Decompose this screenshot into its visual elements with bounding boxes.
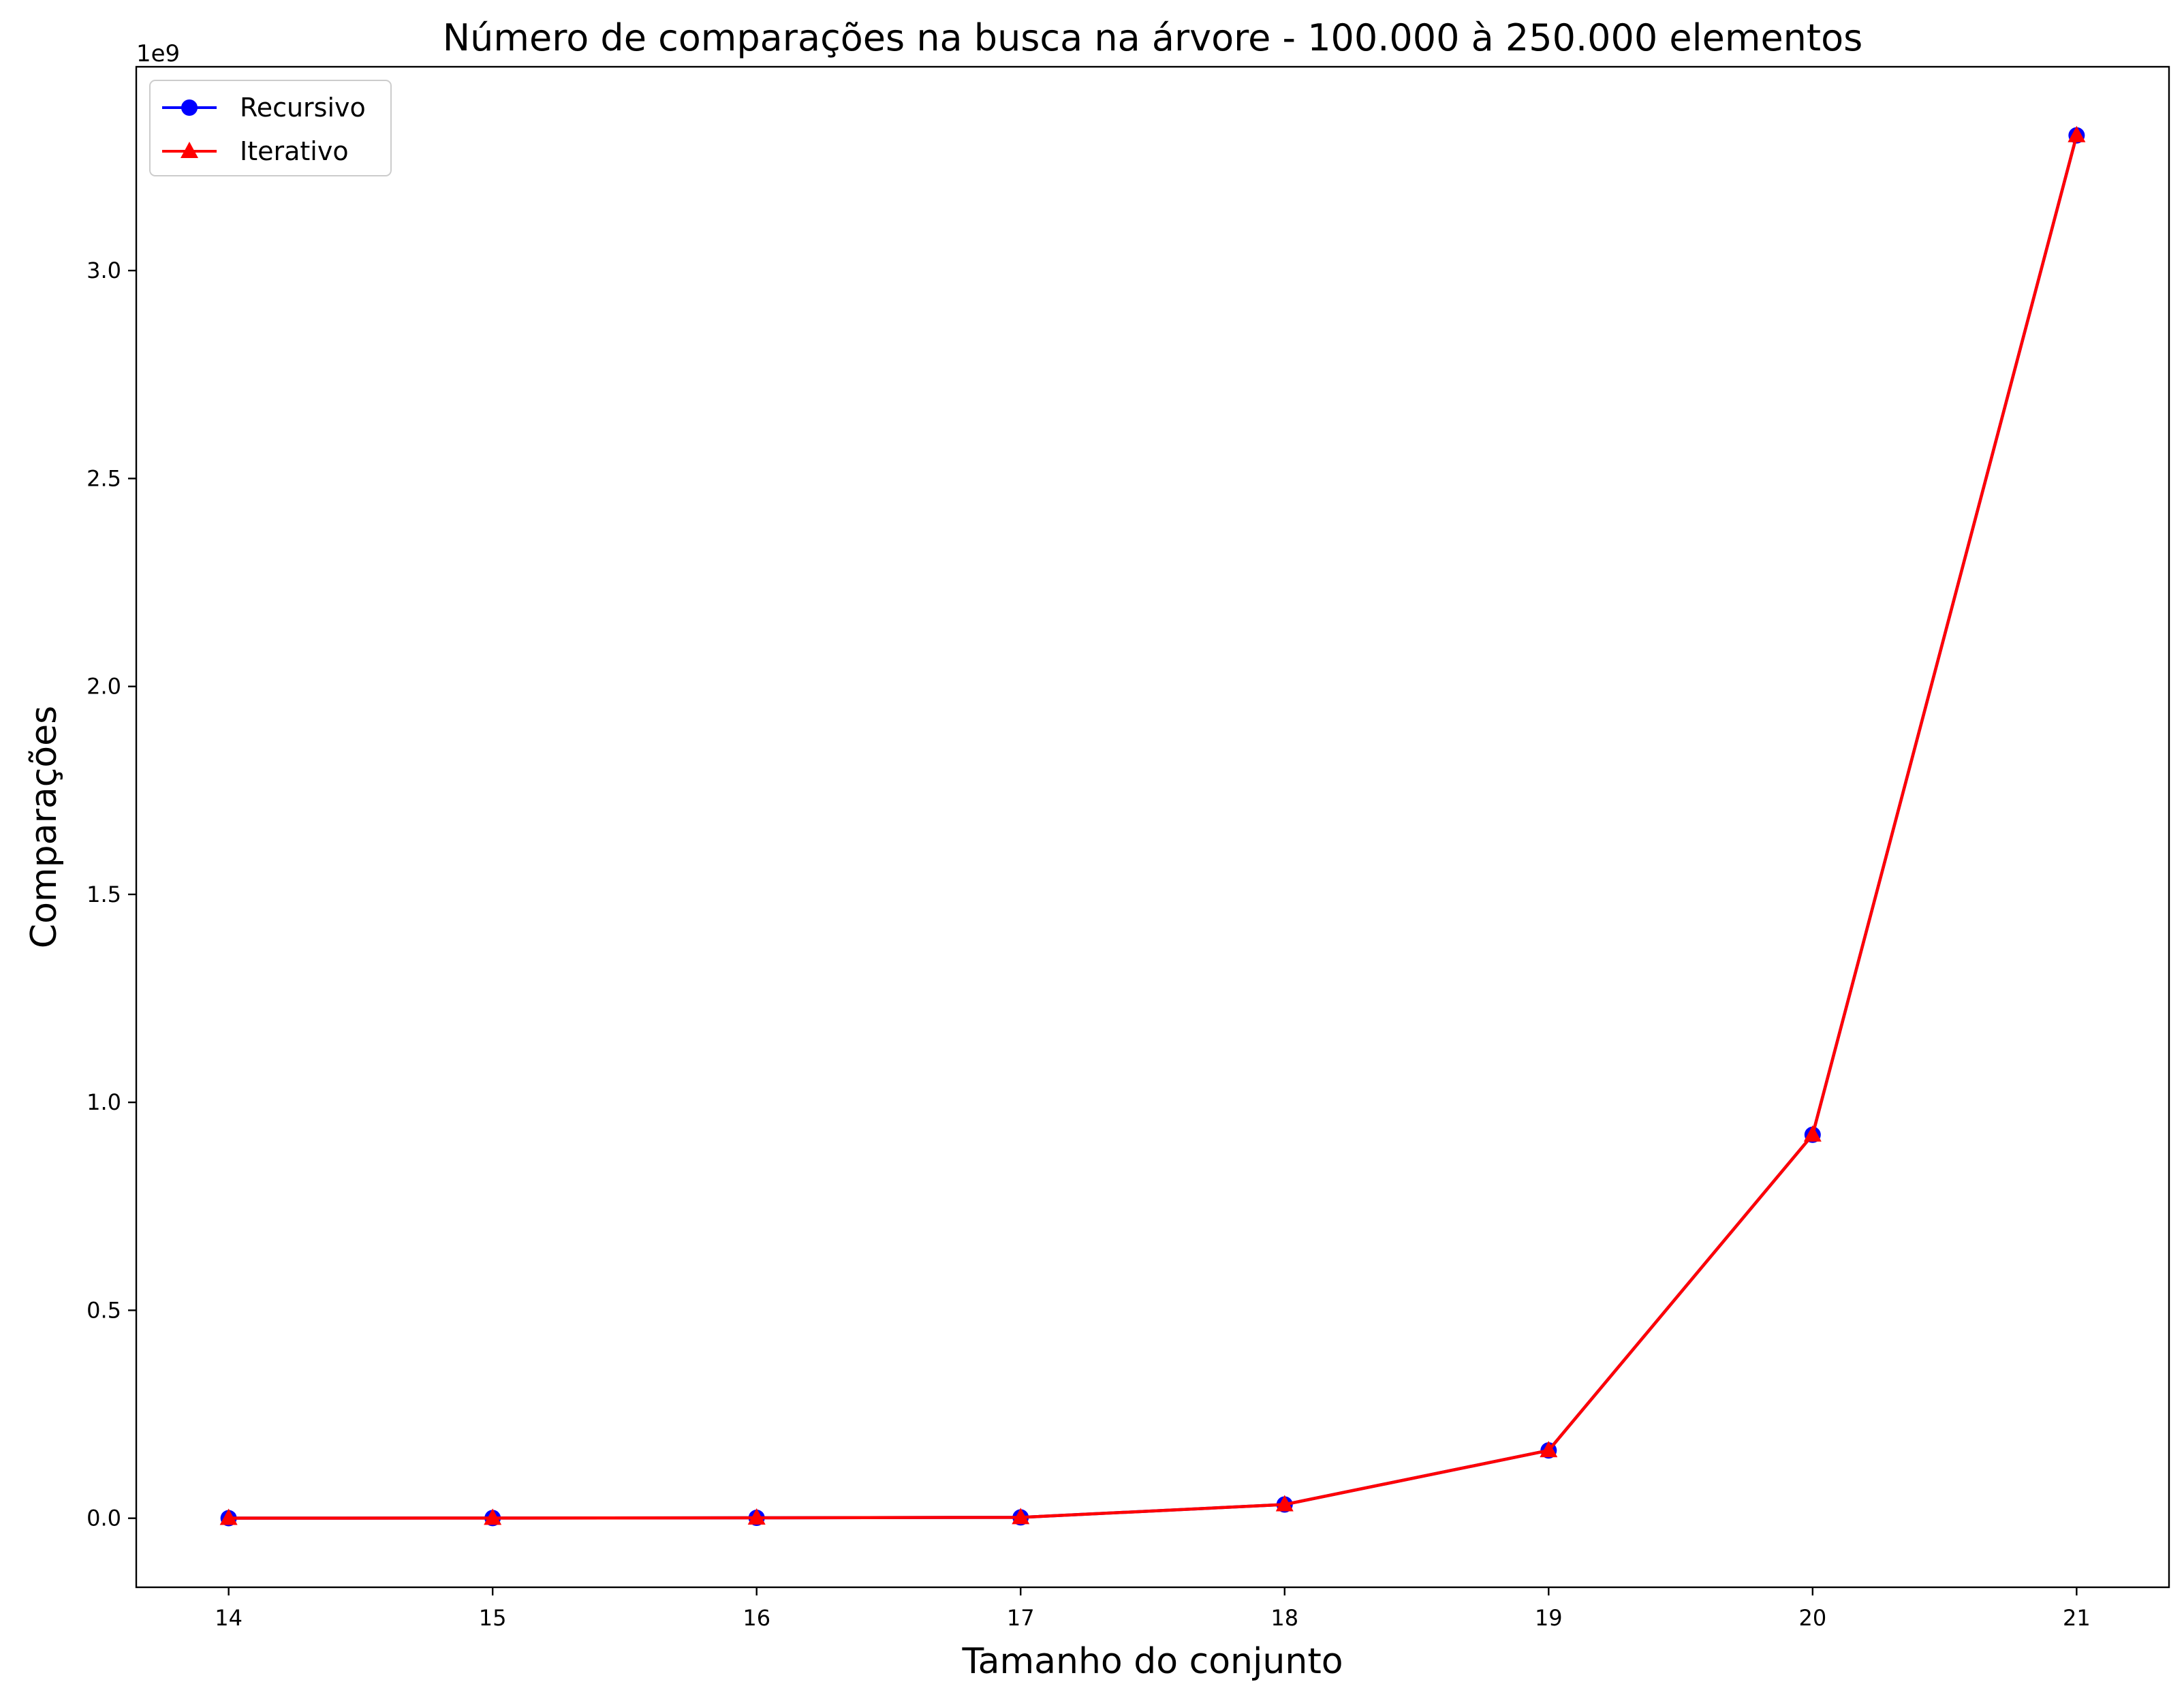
plot-area	[136, 67, 2169, 1587]
legend: Recursivo Iterativo	[149, 80, 392, 176]
series-iterativo	[219, 125, 2086, 1525]
x-tick-label: 20	[1798, 1605, 1826, 1631]
data-point-iterativo	[1012, 1508, 1030, 1525]
x-tick-label: 15	[479, 1605, 507, 1631]
x-tick-label: 18	[1270, 1605, 1298, 1631]
x-tick-label: 21	[2063, 1605, 2091, 1631]
y-tick-label: 1.0	[87, 1089, 121, 1115]
y-tick-label: 3.0	[87, 258, 121, 283]
x-axis-ticks: 14 15 16 17 18 19 20 21	[215, 1587, 2091, 1631]
y-offset-label: 1e9	[136, 40, 180, 67]
data-point-iterativo	[484, 1508, 502, 1525]
series-line-iterativo	[228, 135, 2078, 1520]
y-tick-label: 0.5	[87, 1297, 121, 1323]
y-axis-ticks: 0.0 0.5 1.0 1.5 2.0 2.5 3.0	[87, 258, 136, 1531]
x-axis-title: Tamanho do conjunto	[961, 1641, 1343, 1682]
y-tick-label: 2.0	[87, 674, 121, 700]
legend-label-iterativo: Iterativo	[240, 136, 349, 166]
y-axis-title: Comparações	[24, 706, 65, 948]
series-layer	[219, 125, 2086, 1527]
legend-label-recursivo: Recursivo	[240, 93, 366, 123]
y-tick-label: 1.5	[87, 882, 121, 907]
legend-item-recursivo: Recursivo	[162, 93, 366, 123]
data-point-iterativo	[219, 1508, 238, 1525]
y-tick-label: 0.0	[87, 1506, 121, 1531]
x-tick-label: 14	[215, 1605, 243, 1631]
legend-item-iterativo: Iterativo	[162, 136, 349, 166]
x-tick-label: 19	[1535, 1605, 1563, 1631]
plot-frame	[135, 65, 2170, 1589]
data-point-iterativo	[2068, 125, 2086, 142]
data-point-iterativo	[1803, 1125, 1822, 1142]
data-point-iterativo	[747, 1508, 766, 1525]
legend-marker-iterativo	[181, 142, 198, 158]
chart-title: Número de comparações na busca na árvore…	[443, 16, 1862, 59]
data-point-iterativo	[1275, 1495, 1294, 1512]
y-tick-label: 2.5	[87, 465, 121, 491]
x-tick-label: 16	[743, 1605, 770, 1631]
legend-marker-recursivo	[181, 99, 198, 116]
x-tick-label: 17	[1007, 1605, 1035, 1631]
data-point-iterativo	[1540, 1441, 1558, 1458]
